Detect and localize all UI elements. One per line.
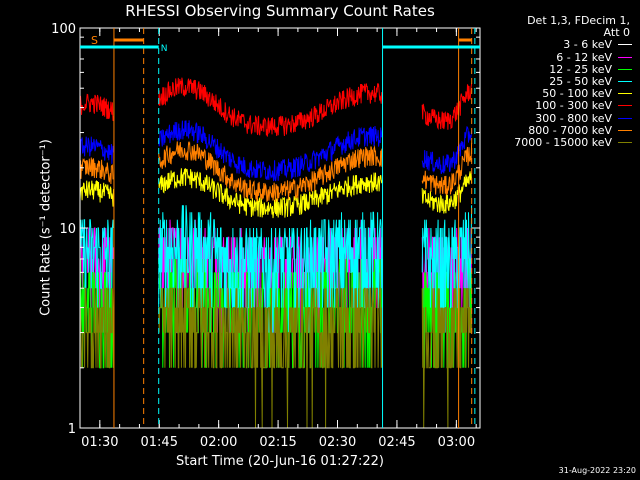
- x-tick-label: 02:45: [378, 435, 415, 450]
- legend-label: 12 - 25 keV: [549, 62, 612, 76]
- legend-label: 25 - 50 keV: [549, 74, 612, 88]
- series-line-4-seg-1: [158, 167, 383, 219]
- x-tick-label: 01:30: [81, 435, 118, 450]
- series-line-6-seg-0: [79, 136, 114, 164]
- legend-swatch: [618, 105, 632, 107]
- y-tick-label: 100: [51, 22, 76, 37]
- series-line-8-seg-0: [80, 287, 114, 369]
- legend-swatch: [618, 129, 632, 131]
- legend-label: 100 - 300 keV: [535, 99, 612, 113]
- legend-entry: 12 - 25 keV: [484, 62, 634, 76]
- series-line-8-seg-1: [158, 272, 383, 429]
- legend-entry: 50 - 100 keV: [484, 87, 634, 101]
- legend-swatch: [618, 68, 632, 70]
- night-label: N: [161, 44, 168, 54]
- legend-label: 7000 - 15000 keV: [514, 135, 612, 149]
- legend-label: 300 - 800 keV: [535, 111, 612, 125]
- legend-entry: 6 - 12 keV: [484, 50, 634, 64]
- legend-swatch: [618, 117, 632, 119]
- chart-title: RHESSI Observing Summary Count Rates: [125, 2, 435, 20]
- legend-entry: 7000 - 15000 keV: [484, 135, 634, 149]
- x-tick-label: 03:00: [438, 435, 475, 450]
- series-line-5-seg-0: [79, 93, 114, 121]
- legend-swatch: [618, 93, 632, 95]
- legend-swatch: [618, 56, 632, 58]
- legend-swatch: [618, 44, 632, 46]
- legend-header-2: Att 0: [603, 26, 630, 40]
- legend-entry: 300 - 800 keV: [484, 111, 634, 125]
- legend-swatch: [618, 141, 632, 143]
- series-line-8-seg-2: [421, 288, 473, 429]
- series-line-7-seg-0: [79, 157, 114, 185]
- legend-label: 800 - 7000 keV: [528, 123, 612, 137]
- series-line-7-seg-2: [421, 142, 473, 196]
- series-line-4-seg-0: [79, 179, 114, 207]
- legend-label: 6 - 12 keV: [556, 50, 612, 64]
- series-line-7-seg-1: [158, 141, 383, 202]
- legend-entry: 800 - 7000 keV: [484, 123, 634, 137]
- legend-entry: 25 - 50 keV: [484, 74, 634, 88]
- legend-header-1: Det 1,3, FDecim 1,: [527, 14, 630, 27]
- series-line-3-seg-2: [421, 205, 473, 333]
- x-axis-label: Start Time (20-Jun-16 01:27:22): [176, 454, 384, 469]
- y-axis-label: Count Rate (s⁻¹ detector⁻¹): [38, 139, 54, 316]
- series-line-6-seg-1: [158, 120, 383, 182]
- footer-timestamp: 31-Aug-2022 23:20: [558, 466, 636, 475]
- x-tick-label: 01:45: [141, 435, 178, 450]
- series-line-5-seg-1: [158, 77, 383, 137]
- legend-label: 3 - 6 keV: [563, 38, 612, 52]
- legend-swatch: [618, 80, 632, 82]
- legend-label: 50 - 100 keV: [542, 87, 612, 101]
- x-tick-label: 02:00: [200, 435, 237, 450]
- series-line-3-seg-0: [79, 219, 114, 309]
- series-line-5-seg-2: [421, 83, 473, 131]
- y-tick-label: 10: [59, 222, 76, 237]
- x-tick-label: 02:30: [319, 435, 356, 450]
- legend: Det 1,3, FDecim 1, Att 0 3 - 6 keV 6 - 12…: [484, 14, 634, 149]
- saa-label: S: [91, 34, 98, 47]
- y-tick-label: 1: [68, 422, 76, 437]
- series-line-3-seg-1: [158, 205, 383, 334]
- legend-entry: 3 - 6 keV: [484, 38, 634, 52]
- x-tick-label: 02:15: [259, 435, 296, 450]
- series-line-6-seg-2: [421, 125, 473, 175]
- legend-entry: 100 - 300 keV: [484, 99, 634, 113]
